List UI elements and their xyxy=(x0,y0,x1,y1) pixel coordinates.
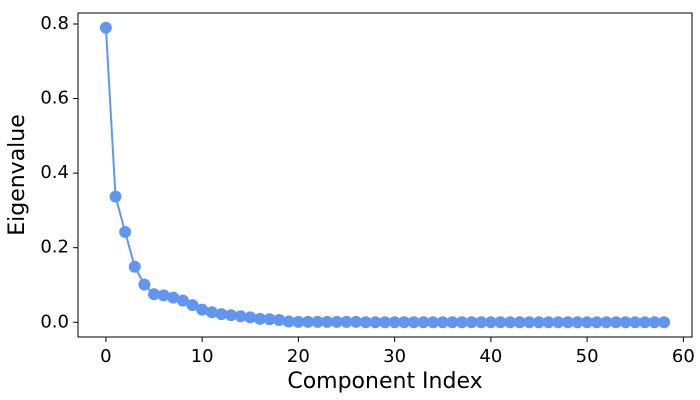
point xyxy=(148,288,161,301)
point xyxy=(609,316,622,329)
point xyxy=(494,316,507,329)
point xyxy=(388,316,401,329)
point xyxy=(446,316,459,329)
point xyxy=(590,316,603,329)
y-tick-label: 0.8 xyxy=(40,13,69,34)
point xyxy=(128,260,141,273)
point xyxy=(119,226,132,239)
point xyxy=(561,316,574,329)
point xyxy=(648,316,661,329)
point xyxy=(379,316,391,329)
point xyxy=(504,316,517,329)
x-tick-label: 10 xyxy=(191,346,214,367)
point xyxy=(215,308,228,321)
point xyxy=(196,303,209,316)
point xyxy=(263,313,276,326)
plot-frame xyxy=(77,12,693,338)
point xyxy=(658,316,671,329)
point xyxy=(330,315,343,328)
point xyxy=(109,190,122,203)
point xyxy=(532,316,545,329)
point xyxy=(600,316,613,329)
y-tick-label: 0.0 xyxy=(40,311,69,332)
x-tick-label: 20 xyxy=(287,346,310,367)
series-line xyxy=(104,27,665,324)
point xyxy=(340,315,353,328)
point xyxy=(225,309,238,322)
point xyxy=(350,315,363,328)
point xyxy=(311,315,324,328)
x-tick-label: 0 xyxy=(100,346,111,367)
point xyxy=(157,289,170,302)
y-tick-label: 0.6 xyxy=(40,88,69,109)
point xyxy=(205,306,218,319)
point xyxy=(99,21,112,34)
point xyxy=(619,316,632,329)
x-tick-label: 40 xyxy=(479,346,502,367)
point xyxy=(369,316,382,329)
point xyxy=(282,315,295,328)
point xyxy=(427,316,440,329)
x-tick-label: 50 xyxy=(576,346,599,367)
point xyxy=(302,315,315,328)
point xyxy=(407,316,420,329)
y-tick-label: 0.2 xyxy=(40,237,69,258)
point xyxy=(167,291,180,304)
point xyxy=(138,278,151,291)
point xyxy=(542,316,555,329)
point xyxy=(465,316,478,329)
x-axis-label: Component Index xyxy=(287,369,482,394)
point xyxy=(186,299,199,312)
point xyxy=(475,316,488,329)
point xyxy=(638,316,651,329)
point xyxy=(359,316,372,329)
point xyxy=(234,310,247,323)
point xyxy=(417,316,430,329)
x-tick-label: 30 xyxy=(383,346,406,367)
point xyxy=(484,316,497,329)
point xyxy=(244,311,257,324)
y-axis-label: Eigenvalue xyxy=(5,114,30,236)
point xyxy=(629,316,642,329)
point xyxy=(513,316,526,329)
x-tick-label: 60 xyxy=(672,346,695,367)
point xyxy=(552,316,565,329)
point xyxy=(398,316,411,329)
point xyxy=(581,316,594,329)
point xyxy=(253,312,266,325)
point xyxy=(455,316,468,329)
y-tick-label: 0.4 xyxy=(40,162,69,183)
point xyxy=(523,316,536,329)
point xyxy=(436,316,449,329)
point xyxy=(571,316,584,329)
point xyxy=(176,294,189,307)
point xyxy=(273,314,286,327)
point xyxy=(321,315,334,328)
point xyxy=(292,315,305,328)
